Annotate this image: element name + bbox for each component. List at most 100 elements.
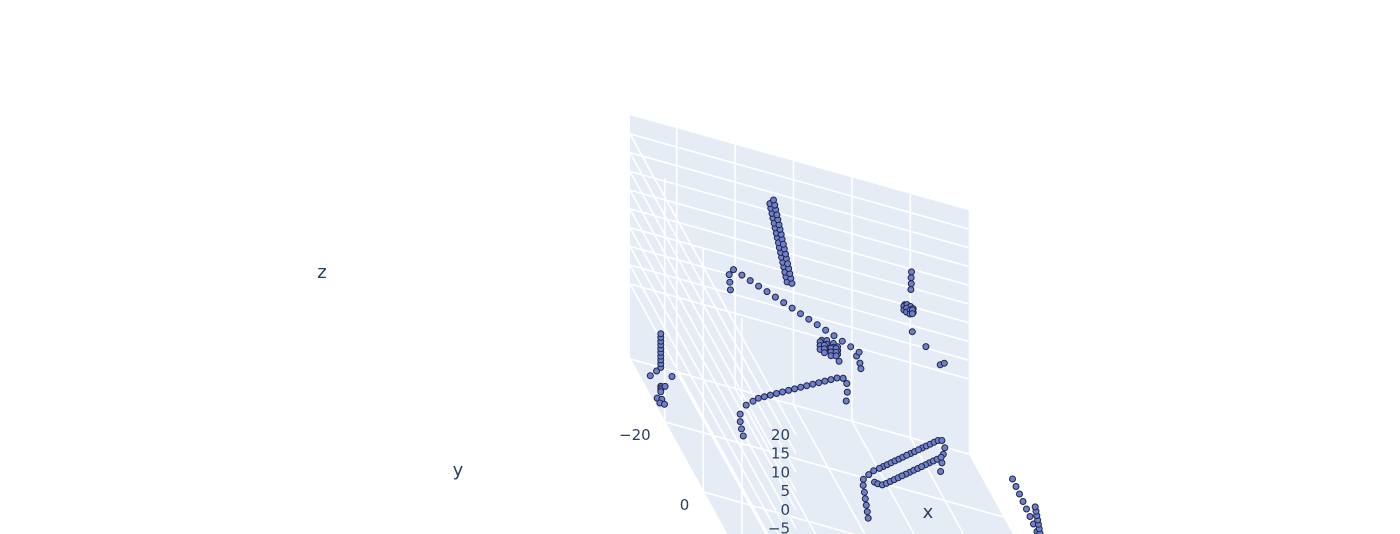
data-point[interactable]	[739, 432, 747, 440]
data-point[interactable]	[822, 326, 830, 334]
data-point[interactable]	[865, 471, 873, 479]
data-point[interactable]	[646, 372, 654, 380]
data-point[interactable]	[736, 410, 744, 418]
data-point[interactable]	[1031, 503, 1039, 511]
data-point[interactable]	[859, 481, 867, 489]
data-point[interactable]	[803, 382, 811, 390]
data-point[interactable]	[742, 401, 750, 409]
data-point[interactable]	[779, 388, 786, 396]
data-point[interactable]	[855, 348, 863, 356]
data-point[interactable]	[755, 282, 763, 290]
data-markers[interactable]	[646, 196, 1044, 534]
data-point[interactable]	[1012, 483, 1020, 490]
data-point[interactable]	[937, 468, 945, 475]
data-point[interactable]	[937, 453, 945, 461]
data-point[interactable]	[749, 397, 757, 405]
data-point[interactable]	[821, 377, 829, 385]
grid-z-back	[629, 358, 969, 455]
z-tick-label: 5	[780, 482, 790, 500]
data-point[interactable]	[726, 286, 734, 294]
data-point[interactable]	[922, 343, 930, 351]
grid-z-back	[629, 133, 969, 230]
data-point[interactable]	[875, 464, 883, 472]
data-point[interactable]	[1023, 505, 1030, 513]
data-point[interactable]	[1026, 513, 1034, 520]
data-point[interactable]	[657, 388, 665, 396]
data-point[interactable]	[797, 383, 805, 391]
data-point[interactable]	[773, 390, 780, 397]
data-point[interactable]	[908, 310, 916, 318]
data-point[interactable]	[842, 397, 850, 405]
data-point[interactable]	[730, 266, 737, 274]
data-point[interactable]	[863, 508, 871, 516]
data-point[interactable]	[791, 385, 799, 393]
data-point[interactable]	[903, 451, 911, 459]
data-point[interactable]	[661, 382, 669, 390]
data-point[interactable]	[736, 418, 744, 426]
data-point[interactable]	[856, 359, 864, 367]
data-point[interactable]	[843, 380, 851, 387]
data-point[interactable]	[657, 330, 665, 338]
y-tick-label: 0	[680, 496, 690, 514]
data-point[interactable]	[815, 379, 823, 387]
data-point[interactable]	[940, 359, 948, 367]
data-point[interactable]	[838, 337, 846, 345]
data-point[interactable]	[785, 386, 793, 394]
data-point[interactable]	[835, 357, 843, 365]
data-point[interactable]	[908, 328, 916, 336]
data-point[interactable]	[830, 332, 838, 340]
data-point[interactable]	[857, 365, 865, 373]
axis-title-y: y	[453, 460, 464, 481]
data-point[interactable]	[805, 315, 813, 323]
data-point[interactable]	[738, 271, 746, 279]
data-point[interactable]	[861, 495, 869, 503]
data-point[interactable]	[668, 373, 676, 380]
z-tick-label: −5	[768, 520, 790, 534]
data-point[interactable]	[907, 286, 915, 293]
y-tick-label: −20	[619, 426, 651, 444]
data-point[interactable]	[1009, 475, 1016, 483]
data-point[interactable]	[827, 376, 835, 384]
data-point[interactable]	[907, 274, 915, 282]
data-point[interactable]	[726, 278, 734, 286]
data-point[interactable]	[813, 321, 821, 329]
data-point[interactable]	[820, 349, 828, 357]
data-point[interactable]	[938, 437, 946, 444]
data-point[interactable]	[779, 240, 787, 248]
data-point[interactable]	[870, 467, 878, 475]
data-point[interactable]	[766, 391, 774, 399]
data-point[interactable]	[738, 425, 745, 433]
data-point[interactable]	[1016, 490, 1023, 498]
data-point[interactable]	[725, 271, 733, 279]
data-point[interactable]	[843, 388, 851, 396]
data-point[interactable]	[862, 501, 870, 509]
data-point[interactable]	[915, 446, 922, 454]
data-point[interactable]	[771, 293, 779, 301]
data-point[interactable]	[809, 380, 817, 388]
data-point[interactable]	[661, 400, 668, 408]
data-point[interactable]	[760, 393, 768, 401]
data-point[interactable]	[763, 288, 771, 296]
data-point[interactable]	[864, 514, 872, 522]
data-point[interactable]	[941, 444, 949, 452]
data-point[interactable]	[839, 374, 847, 382]
data-point[interactable]	[907, 280, 915, 288]
data-point[interactable]	[1019, 498, 1027, 505]
data-point[interactable]	[859, 475, 867, 483]
grid-z-left	[629, 246, 790, 534]
data-point[interactable]	[788, 304, 796, 312]
data-point[interactable]	[780, 299, 788, 307]
data-point[interactable]	[860, 488, 868, 496]
data-point[interactable]	[784, 260, 792, 268]
data-point[interactable]	[832, 352, 840, 360]
data-point[interactable]	[898, 472, 906, 480]
data-point[interactable]	[847, 343, 855, 351]
data-point[interactable]	[833, 374, 841, 382]
data-point[interactable]	[746, 277, 754, 285]
data-point[interactable]	[773, 211, 781, 219]
data-point[interactable]	[770, 196, 777, 204]
data-point[interactable]	[918, 463, 926, 471]
data-point[interactable]	[797, 310, 804, 318]
data-point[interactable]	[908, 268, 915, 276]
